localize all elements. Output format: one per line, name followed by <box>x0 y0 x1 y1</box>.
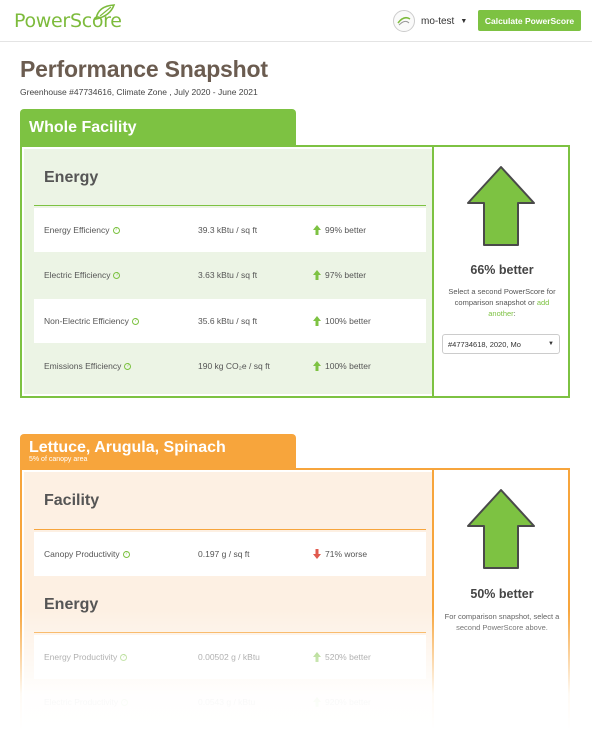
whole-facility-metrics-panel: Energy Energy Efficiency? 39.3 kBtu / sq… <box>24 149 432 394</box>
metric-row-electric-efficiency: Electric Efficiency? 3.63 kBtu / sq ft 9… <box>34 253 426 297</box>
metric-change-text: 520% better <box>325 652 371 662</box>
metric-change-text: 97% better <box>325 270 367 280</box>
metric-row-energy-efficiency: Energy Efficiency? 39.3 kBtu / sq ft 99%… <box>34 208 426 252</box>
info-icon[interactable]: ? <box>124 362 132 370</box>
facility-group-title: Facility <box>44 492 100 509</box>
crop-label: Lettuce, Arugula, Spinach <box>29 439 226 456</box>
metric-value: 0.00502 g / kBtu <box>198 652 260 662</box>
metric-row-emissions-efficiency: Emissions Efficiency? 190 kg CO₂e / sq f… <box>34 344 426 388</box>
metric-label: Electric Productivity <box>44 697 119 707</box>
big-arrow-up-icon <box>467 166 535 246</box>
metric-label: Energy Efficiency <box>44 225 110 235</box>
whole-facility-label: Whole Facility <box>29 119 137 136</box>
summary-percent: 50% better <box>470 587 534 601</box>
metric-row-energy-productivity: Energy Productivity? 0.00502 g / kBtu 52… <box>34 635 426 679</box>
user-menu[interactable]: mo-test ▼ <box>393 9 467 33</box>
metric-name: Canopy Productivity? <box>44 549 130 559</box>
info-icon[interactable]: ? <box>120 653 128 661</box>
summary-percent: 66% better <box>470 263 534 277</box>
metric-value: 190 kg CO₂e / sq ft <box>198 361 270 371</box>
arrow-up-icon <box>313 316 321 326</box>
metric-change: 100% better <box>313 361 371 371</box>
metric-change: 520% better <box>313 652 371 662</box>
logo-text: PowerScore <box>14 10 122 32</box>
avatar <box>393 10 415 32</box>
metric-name: Energy Efficiency? <box>44 225 120 235</box>
metric-name: Electric Productivity? <box>44 697 129 707</box>
metric-label: Energy Productivity <box>44 652 118 662</box>
metric-change-text: 71% worse <box>325 549 368 559</box>
metric-label: Non-Electric Efficiency <box>44 316 129 326</box>
comparison-select-value: #47734618, 2020, Mo <box>448 339 521 349</box>
metric-change-text: 99% better <box>325 225 367 235</box>
chevron-down-icon: ▼ <box>546 341 554 347</box>
metric-value: 39.3 kBtu / sq ft <box>198 225 258 235</box>
metric-change: 71% worse <box>313 549 367 559</box>
metric-value: 0.0543 g / kBtu <box>198 697 256 707</box>
metric-row-non-electric-efficiency: Non-Electric Efficiency? 35.6 kBtu / sq … <box>34 299 426 343</box>
divider <box>34 632 426 633</box>
metric-change: 920% better <box>313 697 371 707</box>
calculate-powerscore-button[interactable]: Calculate PowerScore <box>478 10 581 31</box>
metric-change: 97% better <box>313 270 366 280</box>
whole-facility-tab: Whole Facility <box>20 109 296 145</box>
metric-label: Canopy Productivity <box>44 549 120 559</box>
powerscore-logo[interactable]: PowerScore <box>14 4 122 34</box>
arrow-up-icon <box>313 225 321 235</box>
comparison-note-colon: : <box>513 309 516 318</box>
arrow-up-icon <box>313 697 321 707</box>
metric-change-text: 920% better <box>325 697 371 707</box>
page-subtitle: Greenhouse #47734616, Climate Zone , Jul… <box>20 87 258 97</box>
metric-label: Electric Efficiency <box>44 270 111 280</box>
comparison-note: For comparison snapshot, select a second… <box>444 612 560 632</box>
crop-tab: Lettuce, Arugula, Spinach 5% of canopy a… <box>20 434 296 470</box>
metric-value: 3.63 kBtu / sq ft <box>198 270 258 280</box>
metric-name: Electric Efficiency? <box>44 270 121 280</box>
add-another-link[interactable]: add another <box>488 298 550 318</box>
crop-section: Facility Canopy Productivity? 0.197 g / … <box>20 468 570 730</box>
user-name: mo-test <box>421 15 455 27</box>
arrow-up-icon <box>313 652 321 662</box>
info-icon[interactable]: ? <box>121 698 129 706</box>
logo-leaf-icon <box>95 4 116 20</box>
comparison-select[interactable]: #47734618, 2020, Mo ▼ <box>442 334 560 354</box>
comparison-note: Select a second PowerScore for compariso… <box>442 286 562 319</box>
avatar-logo-icon <box>397 16 411 26</box>
metric-row-electric-productivity: Electric Productivity? 0.0543 g / kBtu 9… <box>34 680 426 724</box>
info-icon[interactable]: ? <box>112 226 120 234</box>
info-icon[interactable]: ? <box>131 317 139 325</box>
metric-name: Emissions Efficiency? <box>44 361 132 371</box>
crop-metrics-panel: Facility Canopy Productivity? 0.197 g / … <box>24 472 432 730</box>
metric-label: Emissions Efficiency <box>44 361 122 371</box>
info-icon[interactable]: ? <box>113 271 121 279</box>
whole-facility-section: Energy Energy Efficiency? 39.3 kBtu / sq… <box>20 145 570 398</box>
arrow-up-icon <box>313 270 321 280</box>
whole-facility-summary-panel: 66% better Select a second PowerScore fo… <box>432 147 568 396</box>
divider <box>34 205 426 206</box>
info-icon[interactable]: ? <box>122 550 130 558</box>
metric-name: Energy Productivity? <box>44 652 128 662</box>
metric-value: 35.6 kBtu / sq ft <box>198 316 258 326</box>
arrow-down-icon <box>313 549 321 559</box>
comparison-note-text: Select a second PowerScore for compariso… <box>448 287 556 307</box>
energy-group-title: Energy <box>44 169 99 186</box>
metric-name: Non-Electric Efficiency? <box>44 316 139 326</box>
metric-change: 100% better <box>313 316 371 326</box>
crop-summary-panel: 50% better For comparison snapshot, sele… <box>432 470 568 730</box>
energy-group-title: Energy <box>44 596 99 613</box>
metric-change-text: 100% better <box>325 361 371 371</box>
metric-row-canopy-productivity: Canopy Productivity? 0.197 g / sq ft 71%… <box>34 532 426 576</box>
metric-value: 0.197 g / sq ft <box>198 549 250 559</box>
chevron-down-icon: ▼ <box>460 17 468 25</box>
page-title: Performance Snapshot <box>20 56 268 82</box>
canopy-area-note: 5% of canopy area <box>29 456 88 463</box>
divider <box>34 529 426 530</box>
big-arrow-up-icon <box>467 489 535 569</box>
metric-change: 99% better <box>313 225 366 235</box>
metric-change-text: 100% better <box>325 316 371 326</box>
top-navbar: PowerScore mo-test ▼ Calculate PowerScor… <box>0 0 592 42</box>
arrow-up-icon <box>313 361 321 371</box>
